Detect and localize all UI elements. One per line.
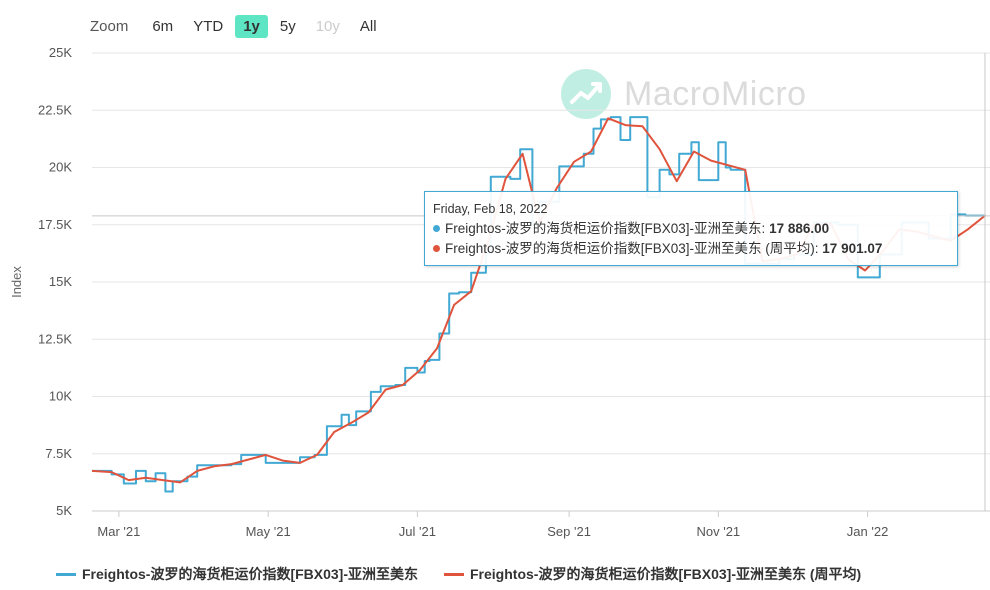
y-tick-label: 17.5K [38, 217, 72, 232]
macromicro-watermark: MacroMicro [560, 68, 807, 120]
y-tick-label: 7.5K [45, 446, 72, 461]
series-dot-icon [433, 225, 440, 232]
chart-legend: Freightos-波罗的海货柜运价指数[FBX03]-亚洲至美东 Freigh… [56, 564, 887, 584]
y-tick-label: 5K [56, 503, 72, 518]
tooltip-row-fbx03: Freightos-波罗的海货柜运价指数[FBX03]-亚洲至美东: 17 88… [433, 219, 949, 239]
x-axis: Mar '21 May '21 Jul '21 Sep '21 Nov '21 Jan '… [92, 510, 990, 539]
zoom-selector: Zoom 6m YTD 1y 5y 10y All [84, 12, 389, 40]
x-tick-label: Jan '22 [847, 524, 889, 539]
x-tick-label: Sep '21 [547, 524, 591, 539]
tooltip-row-fbx03-weekly: Freightos-波罗的海货柜运价指数[FBX03]-亚洲至美东 (周平均):… [433, 239, 949, 259]
legend-item-fbx03-weekly[interactable]: Freightos-波罗的海货柜运价指数[FBX03]-亚洲至美东 (周平均) [444, 564, 861, 584]
y-tick-label: 25K [49, 45, 72, 60]
zoom-ytd-button[interactable]: YTD [193, 17, 224, 35]
y-axis-title: Index [9, 266, 24, 298]
legend-swatch-icon [56, 572, 76, 576]
tooltip: Friday, Feb 18, 2022 Freightos-波罗的海货柜运价指… [424, 191, 958, 266]
x-tick-label: Mar '21 [97, 524, 140, 539]
x-tick-label: Nov '21 [696, 524, 740, 539]
series-line-0 [92, 116, 986, 493]
zoom-10y-button: 10y [315, 17, 340, 35]
legend-item-fbx03[interactable]: Freightos-波罗的海货柜运价指数[FBX03]-亚洲至美东 [56, 564, 418, 584]
tooltip-series-name: Freightos-波罗的海货柜运价指数[FBX03]-亚洲至美东 (周平均) [445, 241, 815, 256]
x-tick-label: Jul '21 [399, 524, 436, 539]
tooltip-series-value: 17 901.07 [822, 241, 883, 256]
zoom-label: Zoom [90, 17, 129, 35]
y-tick-label: 22.5K [38, 102, 72, 117]
tooltip-series-value: 17 886.00 [769, 221, 830, 236]
macromicro-logo-icon [561, 69, 611, 119]
legend-swatch-icon [444, 572, 464, 576]
zoom-1y-button[interactable]: 1y [235, 14, 268, 38]
zoom-5y-button[interactable]: 5y [279, 17, 296, 35]
y-tick-label: 20K [49, 160, 72, 175]
watermark-text: MacroMicro [624, 74, 807, 113]
y-tick-label: 12.5K [38, 331, 72, 346]
y-tick-label: 10K [49, 389, 72, 404]
zoom-all-button[interactable]: All [359, 17, 377, 35]
series-line-1 [91, 117, 986, 484]
legend-label: Freightos-波罗的海货柜运价指数[FBX03]-亚洲至美东 (周平均) [470, 566, 862, 582]
tooltip-date: Friday, Feb 18, 2022 [433, 202, 548, 216]
tooltip-series-name: Freightos-波罗的海货柜运价指数[FBX03]-亚洲至美东 [445, 221, 762, 236]
y-tick-label: 15K [49, 274, 72, 289]
y-axis: 5K 7.5K 10K 12.5K 15K 17.5K 20K 22.5K 25K Index [9, 45, 72, 518]
series-lines [91, 116, 986, 493]
series-dot-icon [433, 245, 440, 252]
x-tick-label: May '21 [246, 524, 291, 539]
grid-lines [92, 52, 990, 512]
zoom-6m-button[interactable]: 6m [152, 17, 174, 35]
legend-label: Freightos-波罗的海货柜运价指数[FBX03]-亚洲至美东 [82, 566, 418, 582]
